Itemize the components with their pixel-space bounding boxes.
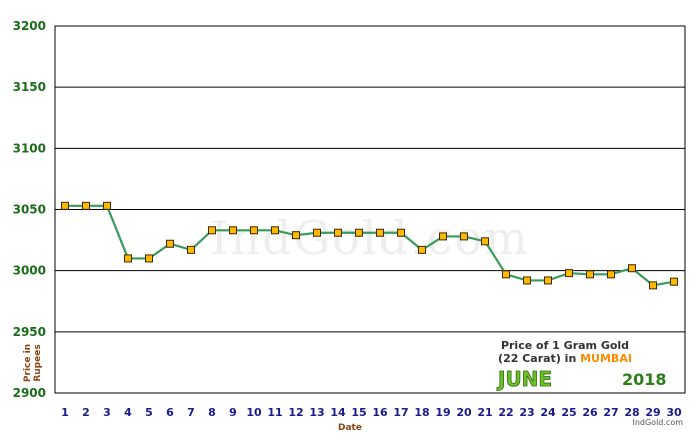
site-name: IndGold.com: [632, 418, 683, 427]
y-tick-labels: 2900 2950 3000 3050 3100 3150 3200: [13, 19, 46, 400]
data-point: [229, 226, 237, 235]
x-tick-label: 15: [351, 406, 366, 419]
x-tick-label: 1: [61, 406, 69, 419]
data-point: [607, 270, 615, 279]
data-point: [355, 228, 363, 237]
data-point: [187, 245, 195, 254]
x-tick-label: 25: [561, 406, 576, 419]
x-tick-label: 27: [603, 406, 618, 419]
y-tick-label: 3050: [13, 203, 46, 217]
caption: Price of 1 Gram Gold (22 Carat) in MUMBA…: [496, 339, 684, 427]
x-tick-label: 8: [208, 406, 216, 419]
x-tick-label: 17: [393, 406, 408, 419]
x-tick-label: 18: [414, 406, 429, 419]
x-tick-label: 28: [624, 406, 639, 419]
caption-line2: (22 Carat) in MUMBAI: [498, 352, 632, 365]
x-tick-label: 10: [246, 406, 262, 419]
caption-year: 2018: [622, 370, 667, 389]
data-point: [250, 226, 258, 235]
x-axis-label: Date: [338, 423, 362, 433]
data-point: [61, 201, 69, 210]
x-tick-label: 13: [309, 406, 324, 419]
data-point: [82, 201, 90, 210]
x-tick-label: 19: [435, 406, 450, 419]
x-tick-label: 24: [540, 406, 556, 419]
data-point: [586, 270, 594, 279]
data-point: [481, 237, 489, 246]
y-axis-label: Price in Rupees: [23, 344, 43, 382]
caption-month: JUNE: [496, 367, 552, 391]
y-axis-label-line2: Rupees: [33, 344, 43, 381]
x-tick-label: 11: [267, 406, 282, 419]
data-point: [460, 232, 468, 241]
y-tick-label: 3100: [13, 141, 46, 155]
data-point: [271, 226, 279, 235]
x-tick-label: 9: [229, 406, 237, 419]
x-tick-label: 21: [477, 406, 492, 419]
y-tick-label: 3000: [13, 264, 46, 278]
y-tick-label: 3200: [13, 19, 46, 33]
x-tick-label: 23: [519, 406, 534, 419]
data-point: [376, 228, 384, 237]
grid-lines: [55, 86, 685, 333]
data-point: [208, 226, 216, 235]
data-point: [124, 254, 132, 263]
data-point: [649, 281, 657, 290]
x-tick-label: 26: [582, 406, 598, 419]
x-tick-label: 14: [330, 406, 346, 419]
x-tick-label: 16: [372, 406, 388, 419]
y-axis-label-line1: Price in: [23, 344, 33, 382]
x-tick-labels: 1 2 3 4 5 6 7 8 9 10 11 12 13 14 15 16 17 18 19 20 21 22 23 24 2…: [61, 406, 682, 419]
data-point: [670, 277, 678, 286]
x-tick-label: 22: [498, 406, 513, 419]
series-markers: [61, 201, 678, 290]
data-point: [292, 231, 300, 240]
data-point: [565, 269, 573, 278]
data-point: [544, 276, 552, 285]
y-tick-label: 2950: [13, 325, 46, 339]
x-tick-label: 5: [145, 406, 153, 419]
x-tick-label: 20: [456, 406, 472, 419]
x-tick-label: 3: [103, 406, 111, 419]
caption-line2-prefix: (22 Carat) in: [498, 352, 580, 365]
data-point: [523, 276, 531, 285]
data-point: [439, 232, 447, 241]
x-tick-label: 12: [288, 406, 303, 419]
x-tick-label: 7: [187, 406, 195, 419]
x-tick-label: 29: [645, 406, 660, 419]
data-point: [145, 254, 153, 263]
caption-city: MUMBAI: [580, 352, 632, 365]
data-point: [502, 270, 510, 279]
y-tick-label: 2900: [13, 386, 46, 400]
x-tick-label: 30: [666, 406, 682, 419]
x-tick-label: 4: [124, 406, 132, 419]
y-tick-label: 3150: [13, 80, 46, 94]
data-point: [334, 228, 342, 237]
x-tick-label: 2: [82, 406, 90, 419]
data-point: [397, 228, 405, 237]
caption-line1: Price of 1 Gram Gold: [501, 339, 629, 352]
data-point: [628, 264, 636, 273]
data-point: [313, 228, 321, 237]
data-point: [103, 201, 111, 210]
x-tick-label: 6: [166, 406, 174, 419]
data-point: [166, 239, 174, 248]
data-point: [418, 245, 426, 254]
